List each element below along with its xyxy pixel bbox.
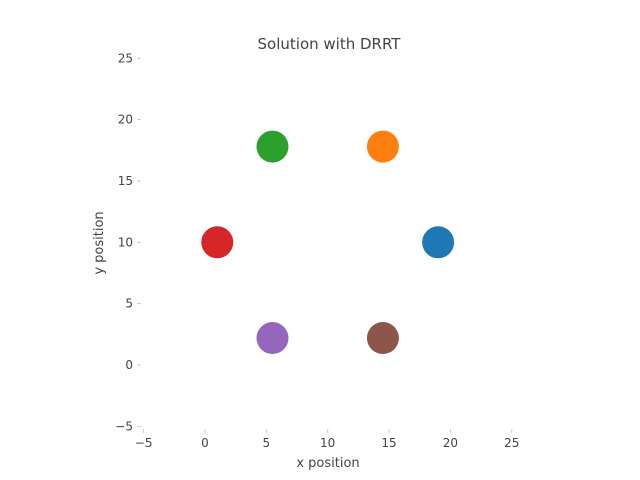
data-point-6 bbox=[366, 322, 399, 355]
x-tick-label: 0 bbox=[201, 436, 209, 450]
x-tick-label: −5 bbox=[135, 436, 153, 450]
data-point-1 bbox=[422, 226, 455, 259]
y-tick-label: 20 bbox=[118, 113, 133, 127]
chart-title: Solution with DRRT bbox=[258, 35, 402, 53]
x-axis: −5 0 5 10 15 20 25 bbox=[135, 429, 519, 450]
data-point-3 bbox=[256, 130, 289, 163]
data-point-2 bbox=[366, 130, 399, 163]
x-tick-label: 5 bbox=[263, 436, 271, 450]
y-tick-label: 5 bbox=[125, 297, 133, 311]
y-tick-label: −5 bbox=[115, 419, 133, 433]
x-tick-label: 20 bbox=[443, 436, 458, 450]
y-tick-label: 10 bbox=[118, 235, 133, 249]
y-tick-label: 15 bbox=[118, 174, 133, 188]
data-point-4 bbox=[201, 226, 234, 259]
x-tick-label: 15 bbox=[381, 436, 396, 450]
y-tick-label: 25 bbox=[118, 51, 133, 65]
x-tick-label: 10 bbox=[320, 436, 335, 450]
x-tick-label: 25 bbox=[504, 436, 519, 450]
data-points bbox=[201, 130, 455, 355]
y-axis-label: y position bbox=[92, 211, 107, 274]
y-axis: −5 0 5 10 15 20 25 bbox=[115, 51, 141, 433]
data-point-5 bbox=[256, 322, 289, 355]
x-axis-label: x position bbox=[296, 456, 359, 471]
y-tick-label: 0 bbox=[125, 358, 133, 372]
